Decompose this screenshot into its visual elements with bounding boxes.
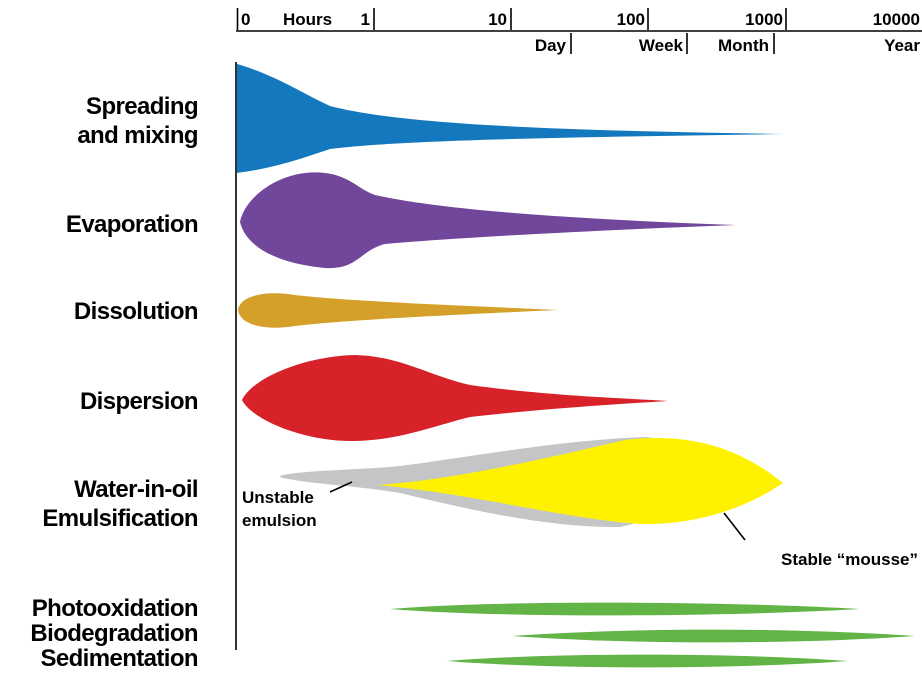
label-emulsification-line-1: Water-in-oil — [74, 476, 198, 503]
biodegradation-shape — [512, 629, 915, 643]
stable-mousse-label: Stable “mousse” — [781, 550, 918, 569]
label-evaporation: Evaporation — [66, 211, 198, 238]
label-biodegradation: Biodegradation — [30, 620, 198, 647]
scale-label-ten-thousand: 10000 — [873, 10, 920, 29]
scale-label-one: 1 — [361, 10, 370, 29]
stable-mousse-shape — [378, 437, 783, 525]
scale-label-week: Week — [639, 36, 684, 55]
sedimentation-shape — [447, 654, 848, 668]
label-dispersion: Dispersion — [80, 388, 198, 415]
stable-leader-line — [723, 512, 746, 541]
dissolution-shape — [238, 293, 558, 328]
label-photooxidation: Photooxidation — [32, 595, 198, 622]
scale-label-hours: Hours — [283, 10, 332, 29]
photooxidation-shape — [390, 602, 860, 616]
label-spreading-line-2: and mixing — [77, 122, 198, 149]
label-spreading-line-1: Spreading — [86, 93, 198, 120]
scale-label-zero: 0 — [241, 10, 250, 29]
dispersion-shape — [242, 355, 668, 442]
evaporation-shape — [240, 172, 736, 269]
process-labels: Spreading and mixing Evaporation Dissolu… — [30, 93, 198, 672]
unstable-label-line-2: emulsion — [242, 511, 317, 530]
unstable-label-line-1: Unstable — [242, 488, 314, 507]
scale-label-hundred: 100 — [617, 10, 645, 29]
scale-label-ten: 10 — [488, 10, 507, 29]
time-scale: 0 Hours 1 10 100 1000 10000 Day Week Mon… — [236, 8, 922, 55]
unstable-leader-line — [329, 481, 353, 493]
label-sedimentation: Sedimentation — [40, 645, 198, 672]
scale-label-day: Day — [535, 36, 567, 55]
spreading-shape — [237, 64, 785, 173]
label-emulsification-line-2: Emulsification — [42, 505, 198, 532]
bottom-scale-ticks — [570, 33, 775, 54]
scale-label-thousand: 1000 — [745, 10, 783, 29]
label-dissolution: Dissolution — [74, 298, 198, 325]
top-scale-ticks — [236, 8, 787, 30]
scale-label-year: Year — [884, 36, 920, 55]
scale-label-month: Month — [718, 36, 769, 55]
